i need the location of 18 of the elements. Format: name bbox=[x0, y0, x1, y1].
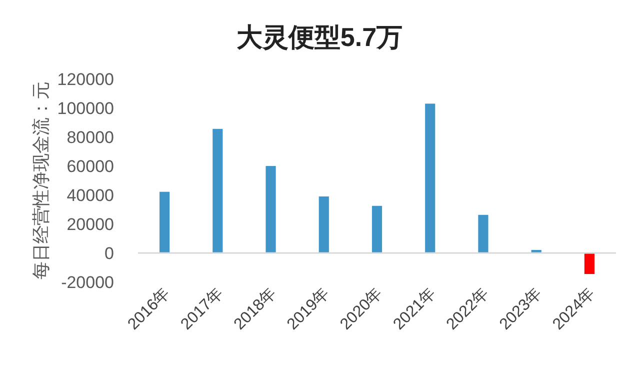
y-tick-label: 20000 bbox=[66, 215, 114, 234]
y-tick-label: 0 bbox=[104, 244, 114, 263]
bar bbox=[478, 214, 488, 253]
bar bbox=[160, 192, 170, 253]
bar bbox=[318, 196, 329, 253]
bar bbox=[212, 128, 223, 253]
y-tick-label: 100000 bbox=[57, 99, 114, 118]
y-tick-label: 120000 bbox=[57, 70, 114, 89]
bar bbox=[372, 206, 382, 253]
bar bbox=[584, 253, 594, 274]
y-axis-title: 每日经营性净现金流：元 bbox=[31, 82, 51, 280]
y-tick-label: 40000 bbox=[66, 186, 114, 205]
bar bbox=[425, 104, 436, 253]
y-tick-label: 80000 bbox=[66, 128, 114, 147]
y-tick-label: 60000 bbox=[66, 157, 114, 176]
chart-title: 大灵便型5.7万 bbox=[236, 22, 403, 52]
y-tick-label: -20000 bbox=[61, 273, 114, 292]
bar bbox=[266, 166, 276, 253]
